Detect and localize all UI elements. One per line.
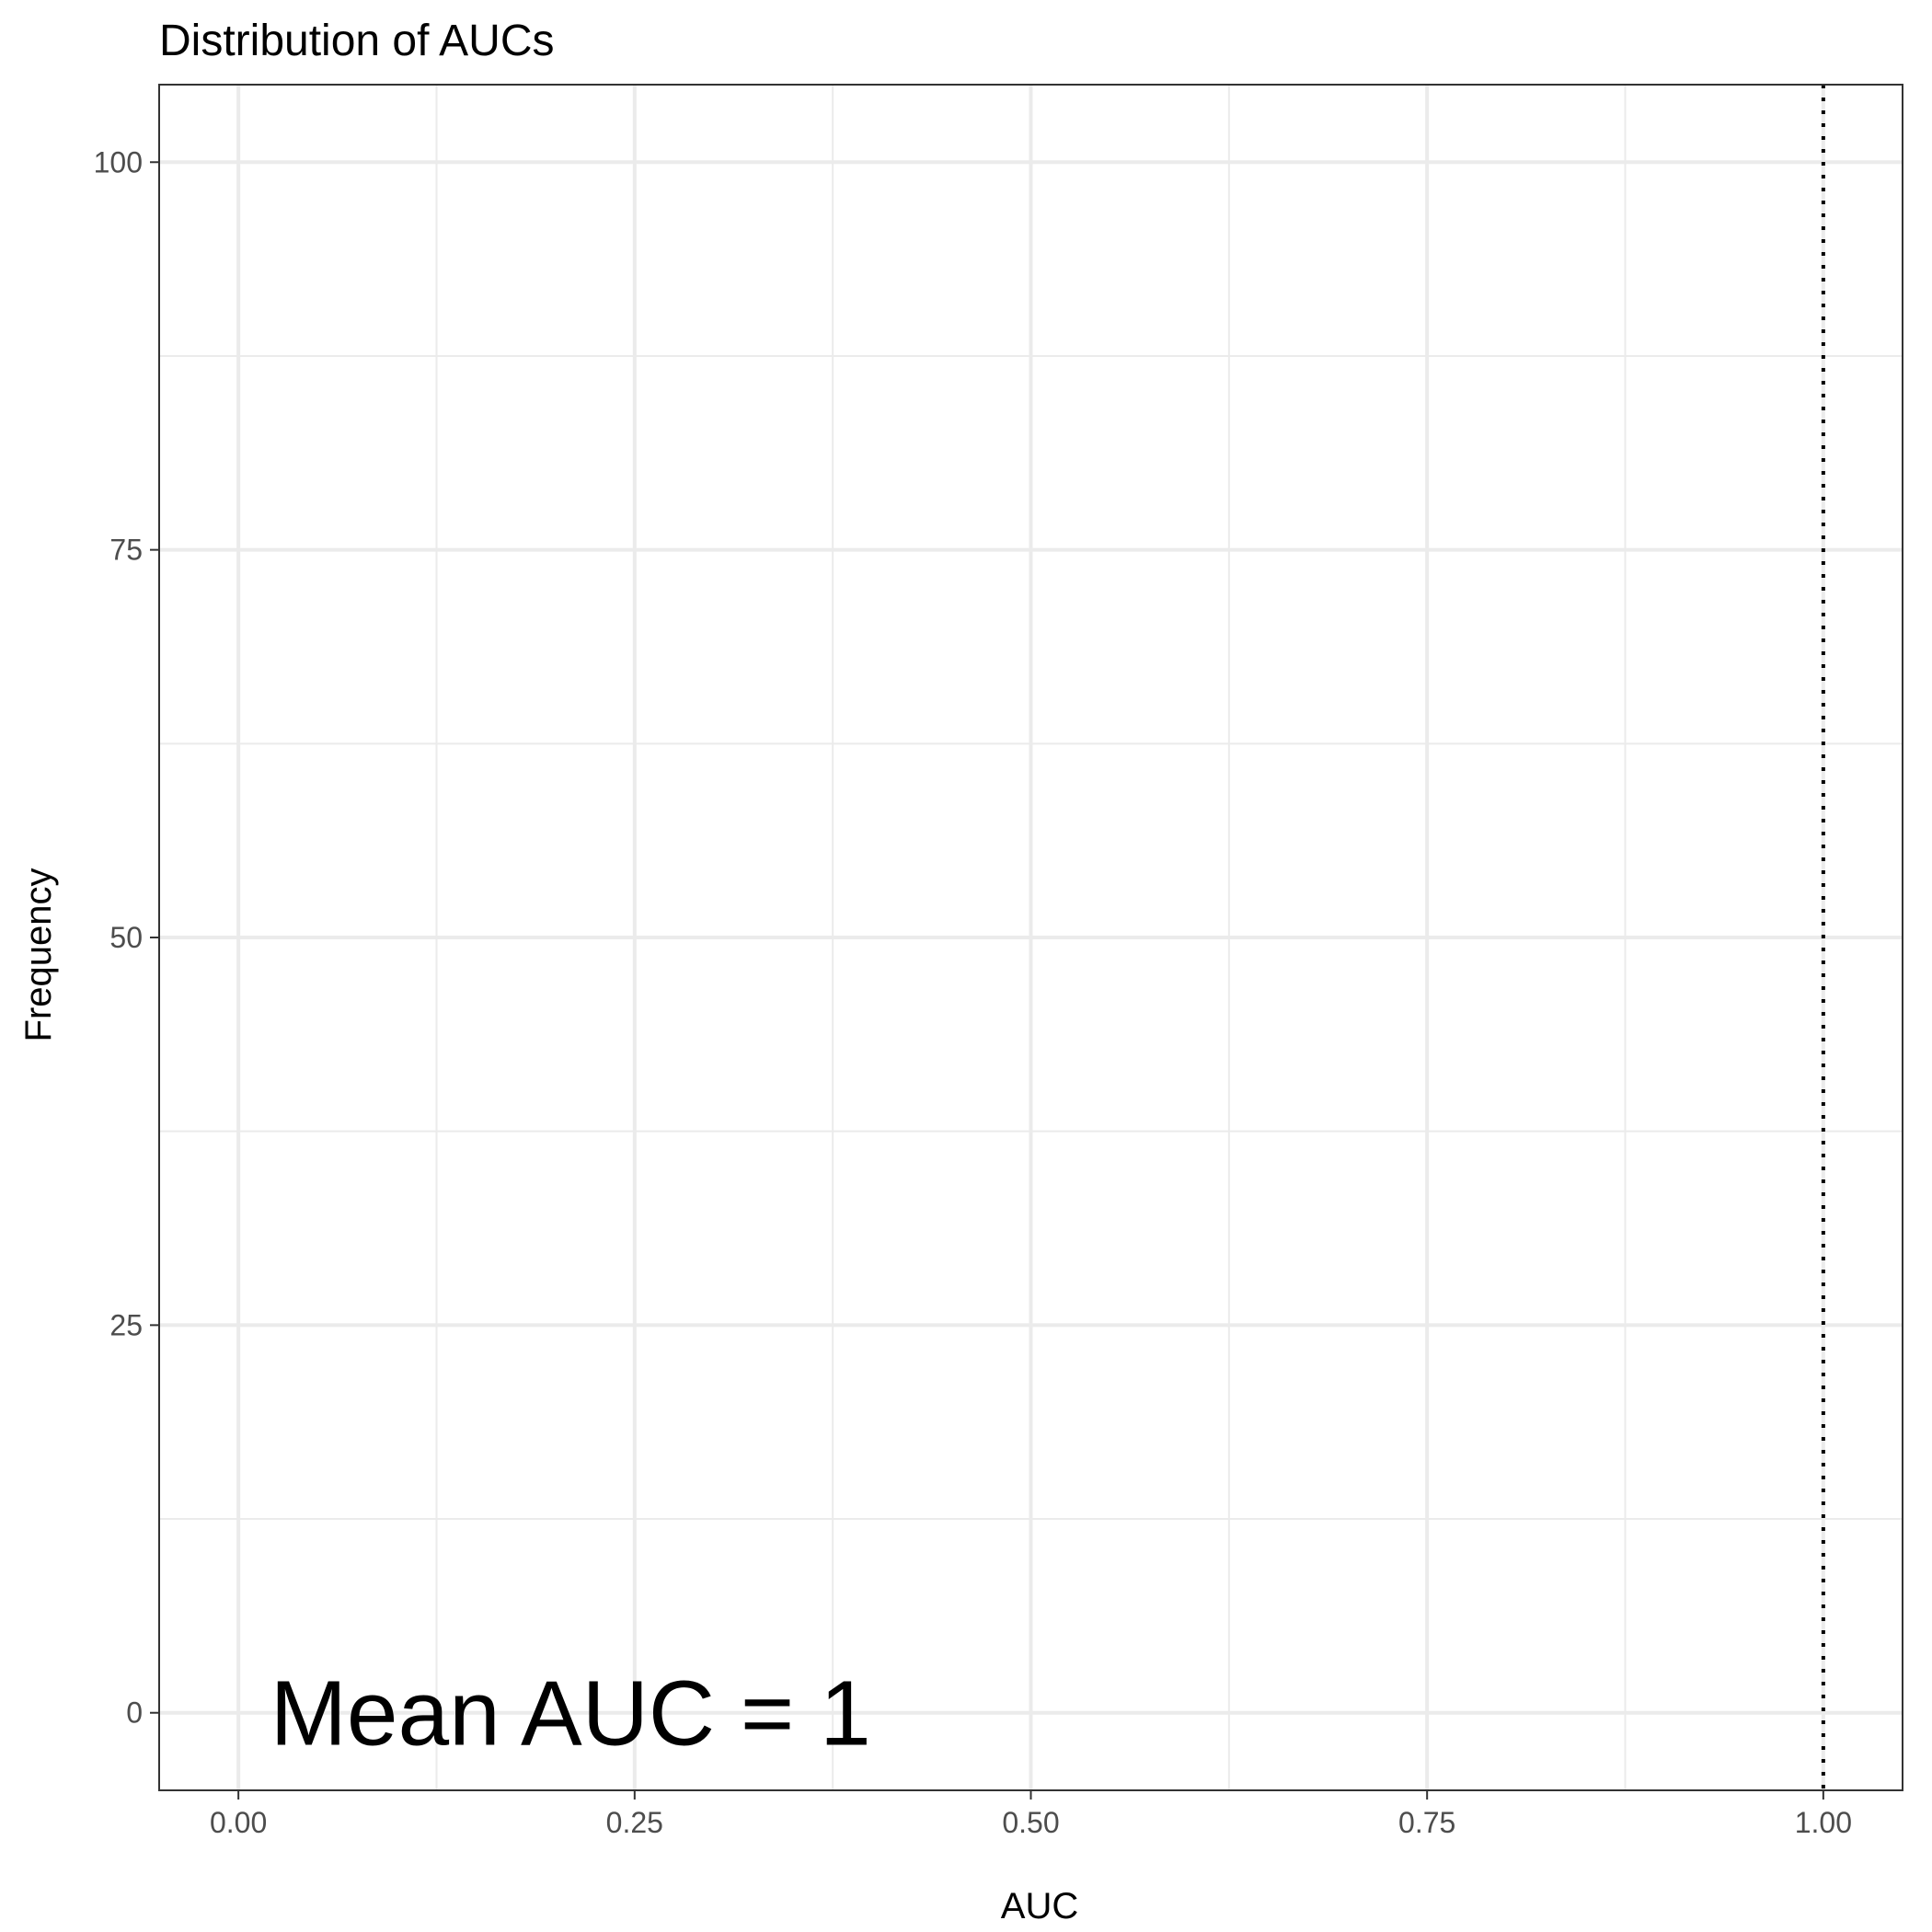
x-tick-label: 0.00	[210, 1806, 267, 1839]
y-tick-label: 50	[109, 921, 143, 954]
x-tick-label: 1.00	[1795, 1806, 1852, 1839]
y-tick-label: 75	[109, 534, 143, 567]
chart-title: Distribution of AUCs	[159, 17, 555, 65]
x-axis: 0.00 0.25 0.50 0.75 1.00	[210, 1790, 1852, 1839]
x-tick-label: 0.75	[1398, 1806, 1455, 1839]
y-tick-label: 25	[109, 1308, 143, 1341]
y-axis-label: Frequency	[18, 868, 59, 1042]
x-tick-label: 0.25	[606, 1806, 663, 1839]
y-tick-label: 0	[126, 1696, 143, 1730]
y-tick-label: 100	[94, 145, 143, 178]
mean-auc-annotation: Mean AUC = 1	[270, 1662, 871, 1765]
x-tick-label: 0.50	[1002, 1806, 1059, 1839]
x-axis-label: AUC	[1001, 1886, 1078, 1926]
y-axis: 0 25 50 75 100	[94, 145, 159, 1730]
